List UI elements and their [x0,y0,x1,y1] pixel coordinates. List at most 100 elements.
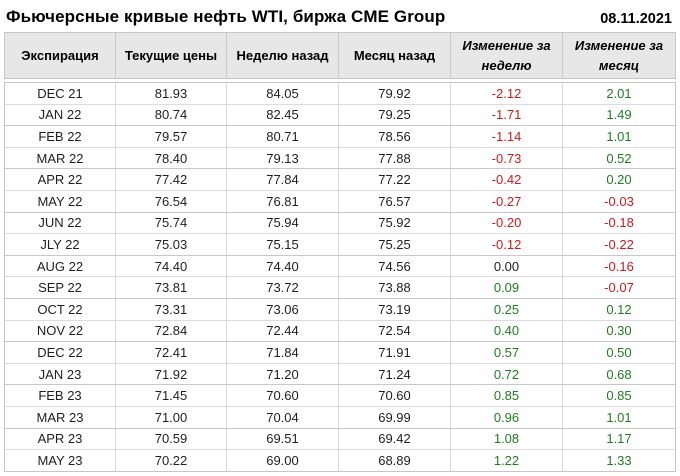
change-cell: 0.85 [606,388,632,404]
price-cell: 70.60 [339,385,451,406]
price-cell: 78.56 [339,126,451,147]
price-cell: 79.57 [116,126,227,147]
table-header-row: Экспирация Текущие цены Неделю назад Мес… [4,32,676,79]
expiration-cell: DEC 21 [5,83,116,104]
report-date: 08.11.2021 [600,11,672,27]
column-header-month-change: Изменение за месяц [574,38,664,73]
price-cell: 73.88 [339,277,451,298]
change-cell: 0.40 [451,320,563,342]
change-cell: -2.12 [451,83,563,104]
price-cell: 71.24 [339,363,451,385]
change-cell: 1.08 [451,428,563,450]
price-cell: 79.92 [339,83,451,104]
change-cell: 0.52 [606,150,632,166]
change-cell: -0.03 [604,193,634,209]
price-cell: 74.56 [339,255,451,277]
change-cell: -0.42 [451,169,563,190]
expiration-cell: MAY 22 [5,190,116,212]
table-row: MAR 22 78.40 79.13 77.88 -0.73 0.52 [5,147,675,170]
expiration-cell: JAN 22 [5,104,116,126]
price-cell: 80.71 [227,126,339,147]
table-row: DEC 22 72.41 71.84 71.91 0.57 0.50 [5,342,675,364]
price-cell: 70.60 [227,385,339,406]
price-cell: 79.25 [339,104,451,126]
expiration-cell: FEB 22 [5,126,116,147]
price-cell: 69.00 [227,450,339,471]
change-cell: -0.20 [451,212,563,234]
price-cell: 75.92 [339,212,451,234]
change-cell: 0.72 [451,363,563,385]
price-cell: 72.41 [116,342,227,363]
table-row: FEB 23 71.45 70.60 70.60 0.85 0.85 [5,385,675,407]
change-cell: 1.01 [606,128,632,144]
page-title: Фьючерсные кривые нефть WTI, биржа CME G… [6,7,446,26]
price-cell: 79.13 [227,147,339,169]
expiration-cell: JUN 22 [5,212,116,234]
price-cell: 73.19 [339,298,451,320]
price-cell: 75.25 [339,234,451,255]
table-body: DEC 21 81.93 84.05 79.92 -2.12 2.01 JAN 22 80.7… [4,82,676,472]
price-cell: 77.22 [339,169,451,190]
table-row: DEC 21 81.93 84.05 79.92 -2.12 2.01 [5,83,675,105]
price-cell: 76.57 [339,190,451,212]
price-cell: 71.20 [227,363,339,385]
price-cell: 75.74 [116,212,227,234]
table-row: MAY 23 70.22 69.00 68.89 1.22 1.33 [5,450,675,471]
change-cell: -0.16 [604,258,634,274]
price-cell: 71.91 [339,342,451,363]
table-row: MAR 23 71.00 70.04 69.99 0.96 1.01 [5,406,675,429]
price-cell: 72.84 [116,320,227,342]
column-header-month-ago: Месяц назад [339,33,451,78]
change-cell: -0.27 [451,190,563,212]
column-header-expiration: Экспирация [5,33,116,78]
change-cell: 0.09 [451,277,563,298]
change-cell: 1.22 [451,450,563,471]
price-cell: 74.40 [116,255,227,277]
price-cell: 77.88 [339,147,451,169]
price-cell: 69.51 [227,428,339,450]
price-cell: 69.99 [339,406,451,428]
column-header-week-ago: Неделю назад [227,33,339,78]
table-row: FEB 22 79.57 80.71 78.56 -1.14 1.01 [5,126,675,148]
expiration-cell: OCT 22 [5,298,116,320]
table-row: OCT 22 73.31 73.06 73.19 0.25 0.12 [5,298,675,321]
change-cell: 0.96 [451,406,563,428]
change-cell: 0.30 [606,323,632,339]
change-cell: -0.18 [604,215,634,231]
change-cell: 0.57 [451,342,563,363]
price-cell: 76.54 [116,190,227,212]
price-cell: 73.31 [116,298,227,320]
change-cell: -0.12 [451,234,563,255]
change-cell: 0.85 [451,385,563,406]
expiration-cell: APR 23 [5,428,116,450]
expiration-cell: JAN 23 [5,363,116,385]
table-row: MAY 22 76.54 76.81 76.57 -0.27 -0.03 [5,190,675,213]
price-cell: 71.00 [116,406,227,428]
change-cell: 0.00 [451,255,563,277]
change-cell: 1.17 [606,431,632,447]
change-cell: -0.73 [451,147,563,169]
change-cell: 1.33 [606,452,632,468]
expiration-cell: DEC 22 [5,342,116,363]
expiration-cell: MAR 22 [5,147,116,169]
change-cell: 1.01 [606,409,632,425]
price-cell: 70.59 [116,428,227,450]
expiration-cell: MAR 23 [5,406,116,428]
price-cell: 75.94 [227,212,339,234]
price-cell: 71.92 [116,363,227,385]
change-cell: 0.25 [451,298,563,320]
price-cell: 82.45 [227,104,339,126]
price-cell: 72.54 [339,320,451,342]
futures-table: Экспирация Текущие цены Неделю назад Мес… [4,32,676,472]
table-row: JUN 22 75.74 75.94 75.92 -0.20 -0.18 [5,212,675,235]
price-cell: 77.84 [227,169,339,190]
expiration-cell: FEB 23 [5,385,116,406]
price-cell: 73.81 [116,277,227,298]
table-row: APR 22 77.42 77.84 77.22 -0.42 0.20 [5,169,675,191]
column-header-week-change: Изменение за неделю [451,33,563,78]
expiration-cell: APR 22 [5,169,116,190]
price-cell: 70.04 [227,406,339,428]
price-cell: 69.42 [339,428,451,450]
column-header-current-price: Текущие цены [116,33,227,78]
price-cell: 78.40 [116,147,227,169]
